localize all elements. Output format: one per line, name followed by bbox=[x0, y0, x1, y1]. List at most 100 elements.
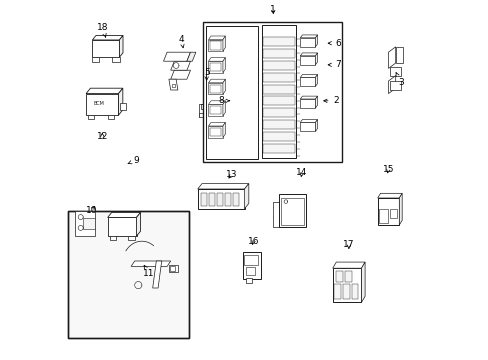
Polygon shape bbox=[377, 193, 401, 198]
Polygon shape bbox=[315, 120, 317, 131]
Bar bbox=[208, 83, 223, 94]
Bar bbox=[244, 255, 258, 265]
Polygon shape bbox=[315, 53, 317, 65]
Polygon shape bbox=[300, 75, 317, 77]
Bar bbox=[280, 198, 303, 225]
Bar bbox=[120, 103, 125, 110]
Polygon shape bbox=[107, 212, 140, 217]
Bar bbox=[343, 284, 349, 299]
Polygon shape bbox=[86, 88, 122, 94]
Polygon shape bbox=[170, 70, 190, 79]
Bar bbox=[263, 96, 294, 105]
Bar bbox=[209, 193, 215, 206]
Polygon shape bbox=[399, 193, 401, 225]
Bar bbox=[300, 122, 315, 131]
Bar bbox=[377, 198, 399, 225]
Bar bbox=[300, 77, 315, 86]
Polygon shape bbox=[387, 47, 395, 68]
Text: 18: 18 bbox=[96, 23, 108, 37]
Bar bbox=[107, 115, 114, 119]
Bar bbox=[208, 104, 223, 116]
Polygon shape bbox=[300, 120, 317, 122]
Polygon shape bbox=[208, 79, 225, 83]
Text: 14: 14 bbox=[296, 168, 307, 177]
Bar bbox=[263, 49, 294, 58]
Bar bbox=[263, 85, 294, 94]
Bar bbox=[197, 189, 244, 209]
Polygon shape bbox=[92, 36, 123, 40]
Text: 15: 15 bbox=[382, 165, 393, 174]
Polygon shape bbox=[136, 212, 140, 236]
Bar bbox=[263, 61, 294, 70]
Polygon shape bbox=[208, 101, 225, 104]
Bar bbox=[335, 271, 342, 282]
Text: 4: 4 bbox=[178, 35, 184, 48]
Polygon shape bbox=[315, 96, 317, 108]
Bar bbox=[112, 57, 120, 62]
Bar bbox=[263, 108, 294, 117]
Bar bbox=[263, 73, 294, 82]
Text: 2: 2 bbox=[323, 96, 338, 105]
Bar bbox=[332, 268, 361, 302]
Polygon shape bbox=[119, 36, 123, 57]
Bar bbox=[86, 94, 118, 115]
Bar bbox=[88, 115, 94, 119]
Bar bbox=[203, 85, 209, 104]
Bar bbox=[208, 40, 223, 51]
Bar bbox=[232, 193, 238, 206]
Text: 1: 1 bbox=[270, 5, 276, 14]
Text: 9: 9 bbox=[128, 156, 139, 165]
Bar bbox=[389, 81, 400, 90]
Polygon shape bbox=[315, 75, 317, 86]
Polygon shape bbox=[163, 52, 190, 61]
Bar bbox=[300, 38, 315, 47]
Polygon shape bbox=[361, 262, 365, 302]
Bar bbox=[300, 99, 315, 108]
Polygon shape bbox=[131, 261, 170, 266]
Text: BCM: BCM bbox=[93, 101, 104, 106]
Bar bbox=[203, 22, 341, 162]
Bar bbox=[204, 104, 206, 108]
Bar bbox=[379, 209, 387, 223]
Bar bbox=[209, 106, 220, 114]
Polygon shape bbox=[170, 61, 190, 70]
Bar bbox=[278, 194, 305, 227]
Bar bbox=[224, 193, 230, 206]
Polygon shape bbox=[223, 36, 225, 51]
Bar bbox=[209, 85, 220, 93]
Bar bbox=[217, 193, 223, 206]
Bar bbox=[208, 126, 223, 138]
Bar bbox=[199, 113, 209, 117]
Polygon shape bbox=[168, 79, 178, 90]
Polygon shape bbox=[315, 35, 317, 47]
Polygon shape bbox=[223, 79, 225, 94]
Bar bbox=[209, 41, 220, 50]
Bar bbox=[300, 56, 315, 65]
Bar bbox=[334, 284, 340, 299]
Bar bbox=[171, 84, 175, 87]
Polygon shape bbox=[300, 96, 317, 99]
Text: 12: 12 bbox=[97, 132, 108, 141]
Bar bbox=[107, 217, 136, 236]
Bar bbox=[263, 37, 294, 46]
Bar bbox=[68, 211, 188, 338]
Bar bbox=[170, 266, 175, 271]
Polygon shape bbox=[244, 184, 248, 209]
Polygon shape bbox=[395, 47, 402, 63]
Polygon shape bbox=[223, 122, 225, 138]
Bar bbox=[246, 278, 251, 283]
Text: 8: 8 bbox=[218, 96, 229, 105]
Text: 3: 3 bbox=[395, 73, 403, 87]
Bar bbox=[109, 236, 116, 240]
Bar bbox=[263, 120, 294, 129]
Text: 13: 13 bbox=[225, 170, 237, 179]
Bar bbox=[344, 271, 351, 282]
Bar bbox=[208, 61, 223, 73]
Bar bbox=[92, 40, 119, 57]
Bar bbox=[245, 267, 254, 275]
Polygon shape bbox=[223, 101, 225, 116]
Bar bbox=[168, 265, 178, 272]
Bar bbox=[261, 25, 295, 158]
Polygon shape bbox=[208, 36, 225, 40]
Bar bbox=[263, 132, 294, 141]
